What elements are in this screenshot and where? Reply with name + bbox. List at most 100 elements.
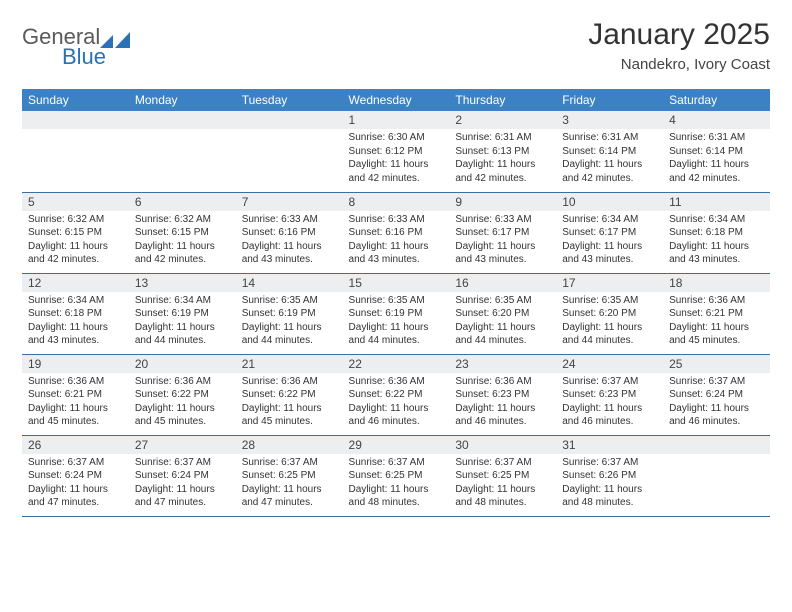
daylight-line: Daylight: 11 hours and 45 minutes. — [242, 402, 337, 429]
weekday-header: Wednesday — [343, 89, 450, 111]
calendar-day-cell: 3Sunrise: 6:31 AMSunset: 6:14 PMDaylight… — [556, 111, 663, 192]
sunrise-line: Sunrise: 6:36 AM — [135, 375, 230, 389]
sunrise-line: Sunrise: 6:36 AM — [28, 375, 123, 389]
sunset-line: Sunset: 6:19 PM — [135, 307, 230, 321]
day-content: Sunrise: 6:35 AMSunset: 6:19 PMDaylight:… — [236, 292, 343, 352]
day-number: 5 — [22, 193, 129, 211]
day-number: 22 — [343, 355, 450, 373]
sunrise-line: Sunrise: 6:36 AM — [455, 375, 550, 389]
location-subtitle: Nandekro, Ivory Coast — [588, 56, 770, 73]
calendar-day-cell: 11Sunrise: 6:34 AMSunset: 6:18 PMDayligh… — [663, 192, 770, 273]
daylight-line: Daylight: 11 hours and 43 minutes. — [455, 240, 550, 267]
sunrise-line: Sunrise: 6:31 AM — [455, 131, 550, 145]
page-title: January 2025 — [588, 18, 770, 52]
calendar-day-cell: 28Sunrise: 6:37 AMSunset: 6:25 PMDayligh… — [236, 435, 343, 516]
sunset-line: Sunset: 6:26 PM — [562, 469, 657, 483]
day-content: Sunrise: 6:36 AMSunset: 6:22 PMDaylight:… — [343, 373, 450, 433]
weekday-header-row: SundayMondayTuesdayWednesdayThursdayFrid… — [22, 89, 770, 111]
day-content: Sunrise: 6:35 AMSunset: 6:20 PMDaylight:… — [556, 292, 663, 352]
sunset-line: Sunset: 6:16 PM — [349, 226, 444, 240]
day-content: Sunrise: 6:37 AMSunset: 6:24 PMDaylight:… — [22, 454, 129, 514]
sunset-line: Sunset: 6:18 PM — [669, 226, 764, 240]
calendar-day-cell: 14Sunrise: 6:35 AMSunset: 6:19 PMDayligh… — [236, 273, 343, 354]
daylight-line: Daylight: 11 hours and 46 minutes. — [455, 402, 550, 429]
day-content: Sunrise: 6:34 AMSunset: 6:19 PMDaylight:… — [129, 292, 236, 352]
daylight-line: Daylight: 11 hours and 43 minutes. — [562, 240, 657, 267]
day-content: Sunrise: 6:36 AMSunset: 6:22 PMDaylight:… — [129, 373, 236, 433]
daylight-line: Daylight: 11 hours and 43 minutes. — [349, 240, 444, 267]
sunset-line: Sunset: 6:20 PM — [455, 307, 550, 321]
calendar-day-cell: 7 Sunrise: 6:33 AMSunset: 6:16 PMDaylight… — [236, 192, 343, 273]
calendar-day-cell: 20Sunrise: 6:36 AMSunset: 6:22 PMDayligh… — [129, 354, 236, 435]
day-number: 14 — [236, 274, 343, 292]
day-content: Sunrise: 6:37 AMSunset: 6:26 PMDaylight:… — [556, 454, 663, 514]
sunset-line: Sunset: 6:13 PM — [455, 145, 550, 159]
day-number: 16 — [449, 274, 556, 292]
daylight-line: Daylight: 11 hours and 48 minutes. — [349, 483, 444, 510]
calendar-day-cell: 24Sunrise: 6:37 AMSunset: 6:23 PMDayligh… — [556, 354, 663, 435]
sunset-line: Sunset: 6:21 PM — [669, 307, 764, 321]
daylight-line: Daylight: 11 hours and 43 minutes. — [28, 321, 123, 348]
daylight-line: Daylight: 11 hours and 47 minutes. — [135, 483, 230, 510]
weekday-header: Sunday — [22, 89, 129, 111]
calendar-day-cell: 17Sunrise: 6:35 AMSunset: 6:20 PMDayligh… — [556, 273, 663, 354]
day-content: Sunrise: 6:37 AMSunset: 6:25 PMDaylight:… — [343, 454, 450, 514]
calendar-day-cell: 10Sunrise: 6:34 AMSunset: 6:17 PMDayligh… — [556, 192, 663, 273]
daylight-line: Daylight: 11 hours and 42 minutes. — [669, 158, 764, 185]
calendar-day-cell: 8Sunrise: 6:33 AMSunset: 6:16 PMDaylight… — [343, 192, 450, 273]
daylight-line: Daylight: 11 hours and 44 minutes. — [455, 321, 550, 348]
sunset-line: Sunset: 6:17 PM — [455, 226, 550, 240]
sunrise-line: Sunrise: 6:33 AM — [242, 213, 337, 227]
empty-day-number-row — [129, 111, 236, 129]
daylight-line: Daylight: 11 hours and 43 minutes. — [242, 240, 337, 267]
calendar-day-cell: 9Sunrise: 6:33 AMSunset: 6:17 PMDaylight… — [449, 192, 556, 273]
sunrise-line: Sunrise: 6:37 AM — [135, 456, 230, 470]
sunrise-line: Sunrise: 6:30 AM — [349, 131, 444, 145]
calendar-day-cell: 2Sunrise: 6:31 AMSunset: 6:13 PMDaylight… — [449, 111, 556, 192]
day-number: 20 — [129, 355, 236, 373]
day-number: 23 — [449, 355, 556, 373]
calendar-day-cell: 15Sunrise: 6:35 AMSunset: 6:19 PMDayligh… — [343, 273, 450, 354]
empty-day-number-row — [22, 111, 129, 129]
day-number: 19 — [22, 355, 129, 373]
daylight-line: Daylight: 11 hours and 48 minutes. — [562, 483, 657, 510]
day-content: Sunrise: 6:34 AMSunset: 6:17 PMDaylight:… — [556, 211, 663, 271]
sunset-line: Sunset: 6:16 PM — [242, 226, 337, 240]
day-content: Sunrise: 6:37 AMSunset: 6:24 PMDaylight:… — [663, 373, 770, 433]
calendar-day-cell — [22, 111, 129, 192]
calendar-week-row: 19Sunrise: 6:36 AMSunset: 6:21 PMDayligh… — [22, 354, 770, 435]
sunset-line: Sunset: 6:22 PM — [242, 388, 337, 402]
daylight-line: Daylight: 11 hours and 47 minutes. — [242, 483, 337, 510]
calendar-day-cell: 30Sunrise: 6:37 AMSunset: 6:25 PMDayligh… — [449, 435, 556, 516]
calendar-body: 1Sunrise: 6:30 AMSunset: 6:12 PMDaylight… — [22, 111, 770, 516]
sunrise-line: Sunrise: 6:37 AM — [28, 456, 123, 470]
day-content: Sunrise: 6:34 AMSunset: 6:18 PMDaylight:… — [22, 292, 129, 352]
day-number: 17 — [556, 274, 663, 292]
day-number: 29 — [343, 436, 450, 454]
day-content: Sunrise: 6:31 AMSunset: 6:14 PMDaylight:… — [556, 129, 663, 189]
day-content: Sunrise: 6:35 AMSunset: 6:19 PMDaylight:… — [343, 292, 450, 352]
weekday-header: Monday — [129, 89, 236, 111]
daylight-line: Daylight: 11 hours and 46 minutes. — [349, 402, 444, 429]
day-number: 9 — [449, 193, 556, 211]
sunset-line: Sunset: 6:25 PM — [349, 469, 444, 483]
calendar-day-cell: 6Sunrise: 6:32 AMSunset: 6:15 PMDaylight… — [129, 192, 236, 273]
calendar-day-cell — [236, 111, 343, 192]
daylight-line: Daylight: 11 hours and 43 minutes. — [669, 240, 764, 267]
day-number: 1 — [343, 111, 450, 129]
day-number: 8 — [343, 193, 450, 211]
day-number: 6 — [129, 193, 236, 211]
sunrise-line: Sunrise: 6:37 AM — [242, 456, 337, 470]
daylight-line: Daylight: 11 hours and 45 minutes. — [135, 402, 230, 429]
sunrise-line: Sunrise: 6:37 AM — [562, 456, 657, 470]
day-number: 3 — [556, 111, 663, 129]
sunrise-line: Sunrise: 6:37 AM — [669, 375, 764, 389]
sunset-line: Sunset: 6:14 PM — [562, 145, 657, 159]
sunset-line: Sunset: 6:22 PM — [135, 388, 230, 402]
calendar-day-cell: 4Sunrise: 6:31 AMSunset: 6:14 PMDaylight… — [663, 111, 770, 192]
sunrise-line: Sunrise: 6:34 AM — [135, 294, 230, 308]
weekday-header: Saturday — [663, 89, 770, 111]
day-number: 7 — [236, 193, 343, 211]
sunset-line: Sunset: 6:22 PM — [349, 388, 444, 402]
day-number: 21 — [236, 355, 343, 373]
